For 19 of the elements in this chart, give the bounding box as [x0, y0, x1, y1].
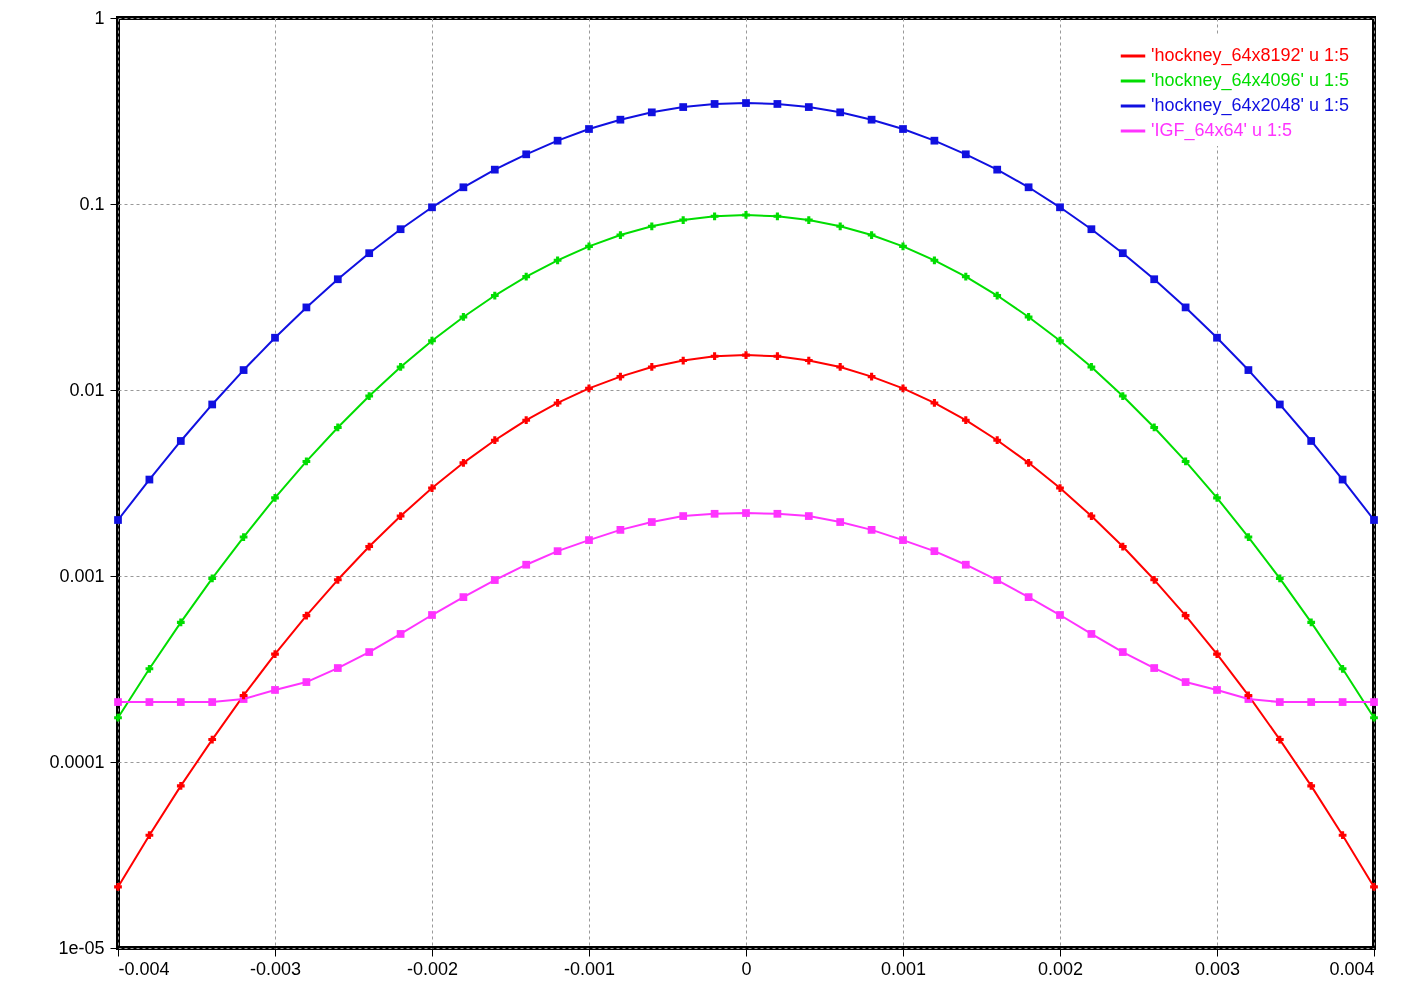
- legend-label: 'hockney_64x2048' u 1:5: [1151, 95, 1350, 116]
- x-tick-label: 0.003: [1194, 958, 1241, 979]
- y-tick-label: 1: [94, 7, 105, 28]
- x-tick-label: -0.001: [563, 958, 616, 979]
- legend-label: 'hockney_64x4096' u 1:5: [1151, 70, 1350, 91]
- x-tick-label: -0.002: [406, 958, 459, 979]
- x-tick-label: 0.001: [880, 958, 927, 979]
- y-tick-label: 0.0001: [49, 751, 105, 772]
- legend-label: 'hockney_64x8192' u 1:5: [1151, 45, 1350, 66]
- y-tick-label: 0.001: [59, 565, 105, 586]
- y-tick-label: 0.1: [79, 193, 105, 214]
- x-tick-label: 0: [741, 958, 752, 979]
- y-tick-label: 1e-05: [58, 937, 105, 958]
- x-tick-label: 0.004: [1329, 958, 1375, 979]
- y-tick-label: 0.01: [69, 379, 105, 400]
- x-tick-label: -0.004: [118, 958, 170, 979]
- legend-label: 'IGF_64x64' u 1:5: [1151, 120, 1292, 141]
- x-tick-label: -0.003: [249, 958, 302, 979]
- x-tick-label: 0.002: [1037, 958, 1084, 979]
